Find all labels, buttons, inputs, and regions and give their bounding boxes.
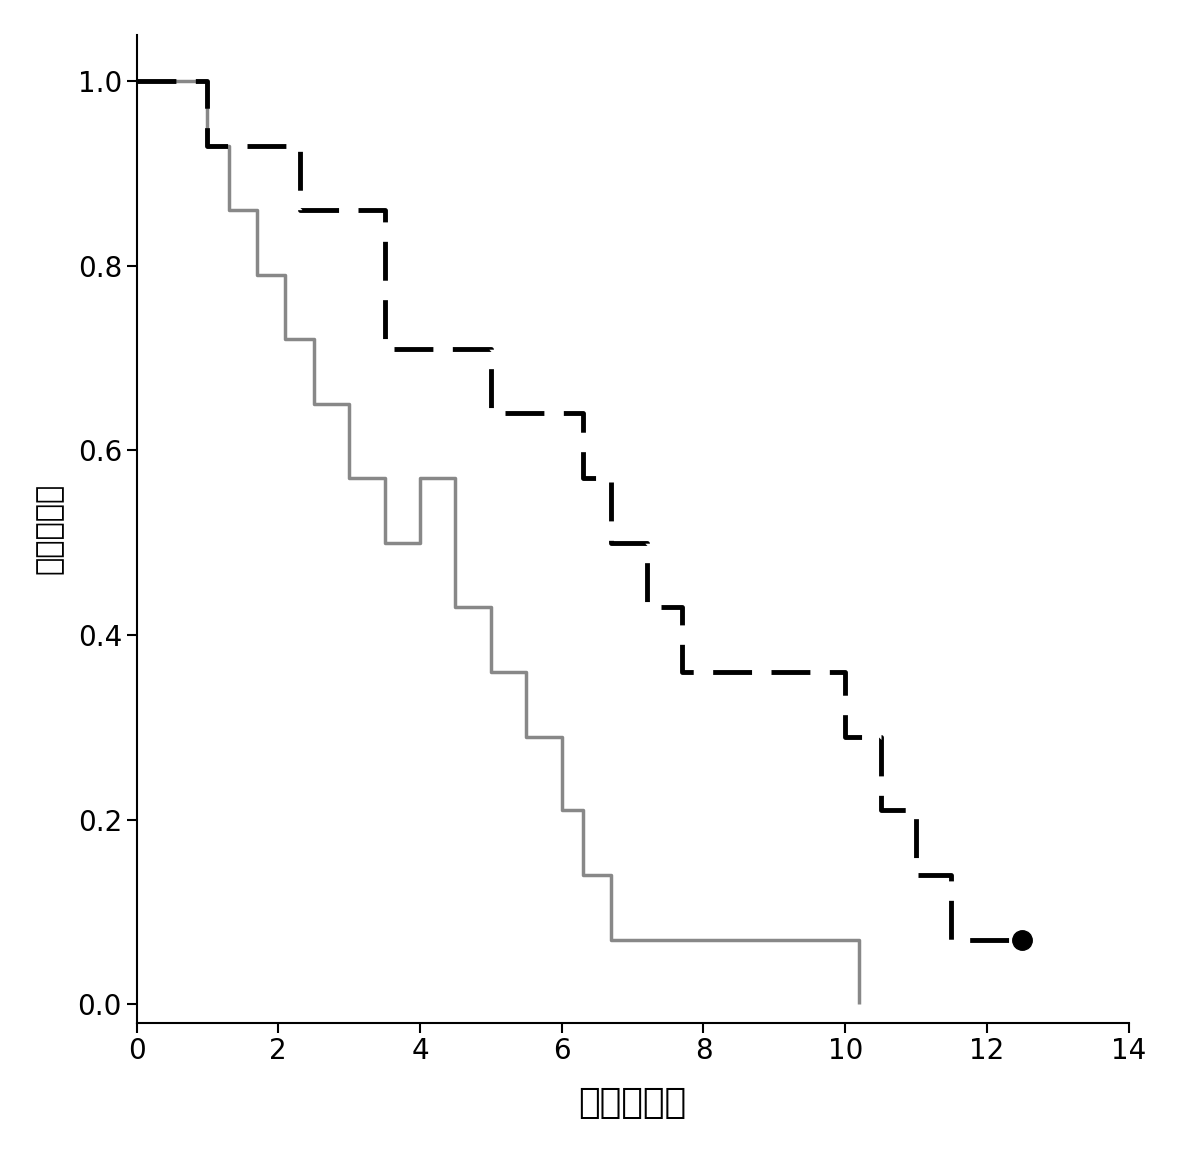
- Y-axis label: 累计生存率: 累计生存率: [34, 483, 64, 574]
- X-axis label: 时间（月）: 时间（月）: [579, 1087, 686, 1120]
